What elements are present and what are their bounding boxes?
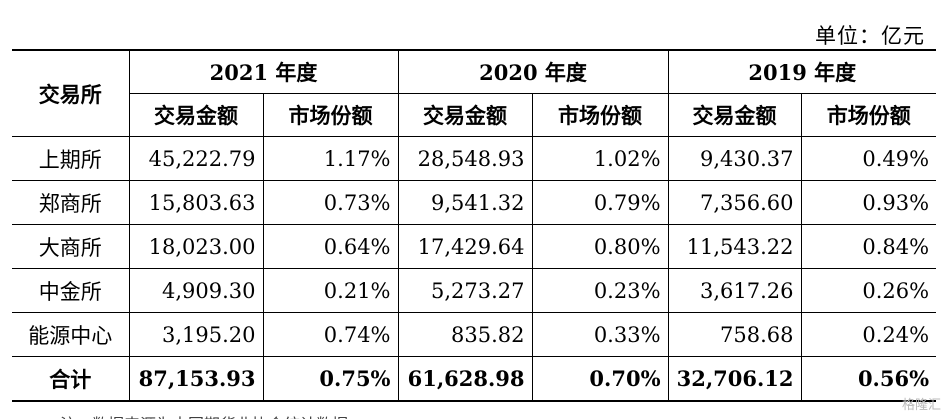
- header-share: 市场份额: [800, 93, 937, 137]
- table-row: 中金所 4,909.30 0.21% 5,273.27 0.23% 3,617.…: [12, 268, 937, 313]
- header-row-metrics: 交易金额 市场份额 交易金额 市场份额 交易金额 市场份额: [12, 93, 937, 137]
- share-2021: 1.17%: [262, 136, 399, 181]
- amount-2020: 5,273.27: [397, 268, 533, 313]
- share-2019: 0.93%: [800, 180, 937, 225]
- amount-2020: 835.82: [397, 312, 533, 357]
- amount-2021: 15,803.63: [128, 180, 264, 225]
- header-share: 市场份额: [262, 93, 399, 137]
- share-2020: 1.02%: [531, 136, 669, 181]
- exchange-name: 大商所: [12, 224, 130, 269]
- amount-2019: 9,430.37: [667, 136, 802, 181]
- total-amount-2021: 87,153.93: [128, 356, 264, 402]
- header-exchange: 交易所: [12, 49, 130, 137]
- share-2019: 0.84%: [800, 224, 937, 269]
- futures-exchange-volume-table: 交易所 2021 年度 2020 年度 2019 年度 交易金额 市场份额 交易…: [12, 49, 937, 402]
- header-share: 市场份额: [531, 93, 669, 137]
- header-year-2020: 2020 年度: [397, 49, 669, 94]
- amount-2021: 3,195.20: [128, 312, 264, 357]
- share-2021: 0.73%: [262, 180, 399, 225]
- table-row: 郑商所 15,803.63 0.73% 9,541.32 0.79% 7,356…: [12, 180, 937, 225]
- table-row: 大商所 18,023.00 0.64% 17,429.64 0.80% 11,5…: [12, 224, 937, 269]
- share-2021: 0.21%: [262, 268, 399, 313]
- header-row-years: 交易所 2021 年度 2020 年度 2019 年度: [12, 49, 937, 137]
- total-amount-2019: 32,706.12: [667, 356, 802, 402]
- amount-2021: 45,222.79: [128, 136, 264, 181]
- share-2020: 0.80%: [531, 224, 669, 269]
- amount-2021: 4,909.30: [128, 268, 264, 313]
- table-row: 上期所 45,222.79 1.17% 28,548.93 1.02% 9,43…: [12, 136, 937, 181]
- header-amount: 交易金额: [129, 93, 264, 137]
- exchange-name: 中金所: [12, 268, 130, 313]
- amount-2019: 7,356.60: [667, 180, 802, 225]
- amount-2019: 758.68: [667, 312, 802, 357]
- share-2021: 0.74%: [262, 312, 399, 357]
- exchange-name: 郑商所: [12, 180, 130, 225]
- total-amount-2020: 61,628.98: [397, 356, 533, 402]
- exchange-name: 上期所: [12, 136, 130, 181]
- amount-2019: 3,617.26: [667, 268, 802, 313]
- unit-label: 单位：亿元: [815, 24, 925, 48]
- footnote-partial: 注：数据来源为中国期货业协会统计数据: [60, 411, 620, 419]
- header-amount: 交易金额: [397, 93, 533, 137]
- header-amount: 交易金额: [667, 93, 802, 137]
- total-row: 合计 87,153.93 0.75% 61,628.98 0.70% 32,70…: [12, 356, 937, 402]
- amount-2020: 28,548.93: [397, 136, 533, 181]
- amount-2019: 11,543.22: [667, 224, 802, 269]
- share-2019: 0.49%: [800, 136, 937, 181]
- share-2019: 0.26%: [800, 268, 937, 313]
- share-2021: 0.64%: [262, 224, 399, 269]
- amount-2020: 17,429.64: [397, 224, 533, 269]
- share-2020: 0.79%: [531, 180, 669, 225]
- watermark-logo: 格隆汇: [901, 398, 941, 413]
- total-share-2021: 0.75%: [262, 356, 399, 402]
- table-row: 能源中心 3,195.20 0.74% 835.82 0.33% 758.68 …: [12, 312, 937, 357]
- total-label: 合计: [12, 356, 130, 402]
- total-share-2020: 0.70%: [531, 356, 669, 402]
- share-2020: 0.33%: [531, 312, 669, 357]
- share-2019: 0.24%: [800, 312, 937, 357]
- header-year-2021: 2021 年度: [128, 49, 399, 94]
- exchange-name: 能源中心: [12, 312, 130, 357]
- amount-2021: 18,023.00: [128, 224, 264, 269]
- header-year-2019: 2019 年度: [667, 49, 937, 94]
- share-2020: 0.23%: [531, 268, 669, 313]
- total-share-2019: 0.56%: [800, 356, 937, 402]
- amount-2020: 9,541.32: [397, 180, 533, 225]
